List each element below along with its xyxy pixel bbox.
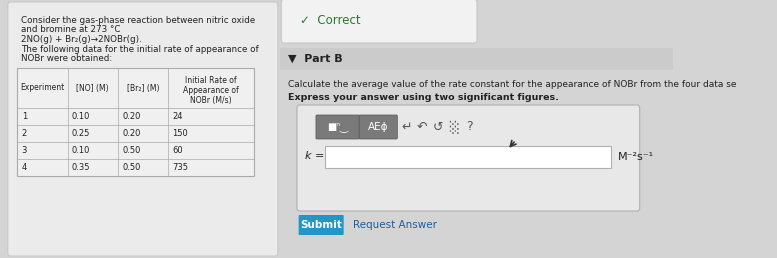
Bar <box>280 48 673 70</box>
Text: ↺: ↺ <box>433 120 443 133</box>
Bar <box>17 68 255 176</box>
Text: 2: 2 <box>22 129 27 138</box>
Text: Express your answer using two significant figures.: Express your answer using two significan… <box>288 93 559 102</box>
Text: 3: 3 <box>22 146 27 155</box>
Text: and bromine at 273 °C: and bromine at 273 °C <box>21 26 120 35</box>
Text: 60: 60 <box>172 146 183 155</box>
Text: Appearance of: Appearance of <box>183 86 239 95</box>
Text: [NO] (M): [NO] (M) <box>76 84 109 93</box>
Text: 0.20: 0.20 <box>122 112 141 121</box>
Text: Initial Rate of: Initial Rate of <box>186 76 237 85</box>
Text: ✓  Correct: ✓ Correct <box>299 14 360 28</box>
Text: ?: ? <box>466 120 472 133</box>
Text: [Br₂] (M): [Br₂] (M) <box>127 84 159 93</box>
Text: Consider the gas-phase reaction between nitric oxide: Consider the gas-phase reaction between … <box>21 16 255 25</box>
FancyBboxPatch shape <box>8 2 278 256</box>
FancyBboxPatch shape <box>298 215 343 235</box>
Text: NOBr were obtained:: NOBr were obtained: <box>21 54 112 63</box>
Text: 150: 150 <box>172 129 188 138</box>
Text: 0.50: 0.50 <box>122 146 141 155</box>
Text: ░: ░ <box>449 120 458 134</box>
Text: Request Answer: Request Answer <box>354 220 437 230</box>
FancyBboxPatch shape <box>316 115 359 139</box>
FancyBboxPatch shape <box>359 115 397 139</box>
Text: M⁻²s⁻¹: M⁻²s⁻¹ <box>618 152 654 162</box>
Text: ↶: ↶ <box>417 120 427 133</box>
FancyBboxPatch shape <box>297 105 639 211</box>
Text: 0.20: 0.20 <box>122 129 141 138</box>
Text: 0.25: 0.25 <box>71 129 90 138</box>
Text: ↵: ↵ <box>402 120 412 133</box>
Text: Experiment: Experiment <box>20 84 64 93</box>
Text: 735: 735 <box>172 163 188 172</box>
Text: Calculate the average value of the rate constant for the appearance of NOBr from: Calculate the average value of the rate … <box>288 80 737 89</box>
Text: AEϕ: AEϕ <box>368 122 388 132</box>
Text: k =: k = <box>305 151 324 161</box>
Text: 0.50: 0.50 <box>122 163 141 172</box>
Text: 1: 1 <box>22 112 27 121</box>
FancyBboxPatch shape <box>281 0 477 43</box>
Text: 4: 4 <box>22 163 27 172</box>
Text: 0.10: 0.10 <box>71 146 90 155</box>
Text: 24: 24 <box>172 112 183 121</box>
Text: 2NO(g) + Br₂(g)→2NOBr(g).: 2NO(g) + Br₂(g)→2NOBr(g). <box>21 35 141 44</box>
Text: 0.10: 0.10 <box>71 112 90 121</box>
Text: 0.35: 0.35 <box>71 163 90 172</box>
Text: ▼  Part B: ▼ Part B <box>288 54 343 64</box>
Bar <box>326 146 611 168</box>
Text: NOBr (M/s): NOBr (M/s) <box>190 96 232 105</box>
Text: The following data for the initial rate of appearance of: The following data for the initial rate … <box>21 44 259 53</box>
Text: Submit: Submit <box>300 220 342 230</box>
Text: ■ⁿ‿: ■ⁿ‿ <box>327 122 348 132</box>
